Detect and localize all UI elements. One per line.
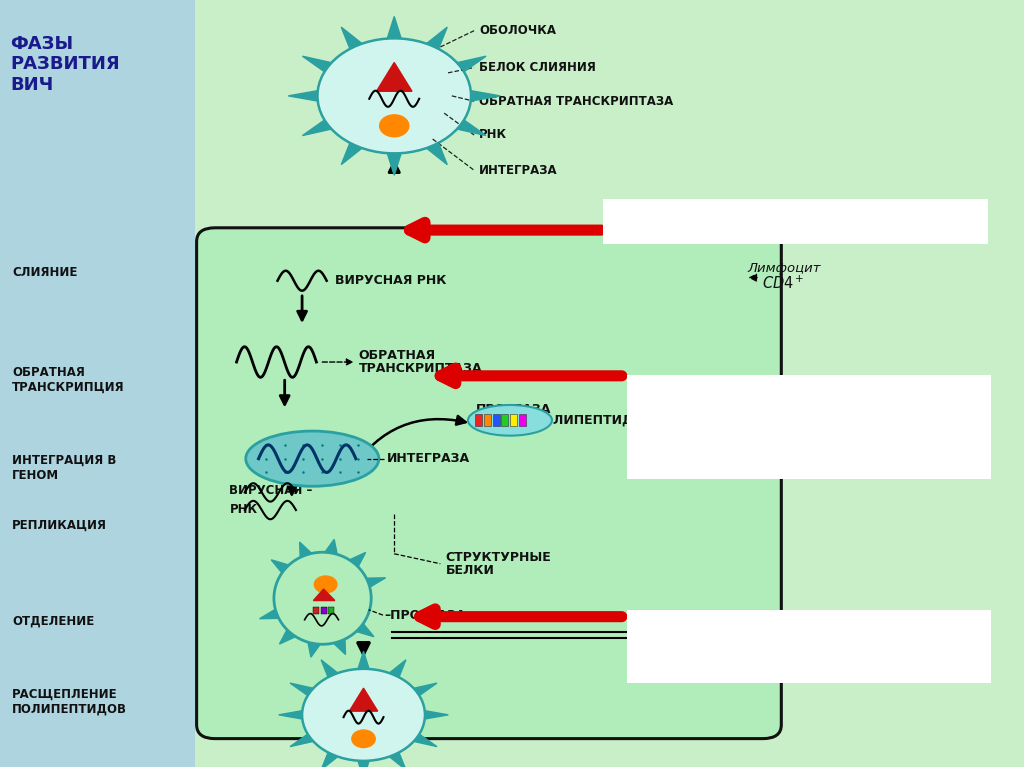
Polygon shape — [322, 660, 338, 677]
Text: РЕПЛИКАЦИЯ: РЕПЛИКАЦИЯ — [12, 519, 108, 532]
Ellipse shape — [246, 431, 379, 486]
Polygon shape — [387, 17, 401, 38]
Circle shape — [352, 730, 375, 748]
Text: ИНГИБИТОРЫ
ПРОТЕАЗЫ: ИНГИБИТОРЫ ПРОТЕАЗЫ — [739, 627, 879, 666]
Text: ИНТЕГРАЗА: ИНТЕГРАЗА — [479, 164, 558, 176]
Polygon shape — [302, 120, 331, 136]
Polygon shape — [471, 91, 500, 101]
Polygon shape — [289, 91, 317, 101]
Text: ВИРУСНАЯ РНК: ВИРУСНАЯ РНК — [335, 275, 446, 287]
Polygon shape — [356, 624, 374, 637]
Circle shape — [314, 576, 337, 593]
Text: ИНГИБИТОРЫ СЛИЯНИЯ: ИНГИБИТОРЫ СЛИЯНИЯ — [675, 212, 919, 231]
Polygon shape — [349, 552, 366, 566]
Text: СЛИЯНИЕ: СЛИЯНИЕ — [12, 266, 78, 278]
Polygon shape — [389, 752, 406, 767]
Polygon shape — [279, 711, 302, 719]
Text: ФАЗЫ
РАЗВИТИЯ
ВИЧ: ФАЗЫ РАЗВИТИЯ ВИЧ — [10, 35, 120, 94]
Text: ПОЛИПЕПТИД: ПОЛИПЕПТИД — [532, 414, 634, 426]
Text: ОТДЕЛЕНИЕ: ОТДЕЛЕНИЕ — [12, 615, 94, 627]
Polygon shape — [427, 143, 447, 165]
Polygon shape — [377, 63, 412, 91]
Ellipse shape — [468, 405, 552, 436]
Polygon shape — [300, 542, 311, 557]
Text: ОБРАТНАЯ ТРАНСКРИПТАЗА: ОБРАТНАЯ ТРАНСКРИПТАЗА — [479, 95, 674, 107]
Polygon shape — [290, 683, 313, 696]
Text: СТРУКТУРНЫЕ: СТРУКТУРНЫЕ — [445, 551, 551, 564]
Text: ИНТЕГРАЦИЯ В
ГЕНОМ: ИНТЕГРАЦИЯ В ГЕНОМ — [12, 454, 117, 482]
Polygon shape — [458, 120, 486, 136]
Polygon shape — [427, 27, 447, 48]
Bar — [328, 607, 334, 614]
Circle shape — [302, 669, 425, 761]
Text: ОБРАТНАЯ
ТРАНСКРИПЦИЯ: ОБРАТНАЯ ТРАНСКРИПЦИЯ — [12, 366, 125, 393]
Polygon shape — [414, 734, 437, 746]
Polygon shape — [325, 539, 337, 554]
Polygon shape — [308, 643, 321, 657]
Text: –ПРОТЕАЗА: –ПРОТЕАЗА — [384, 609, 466, 621]
Circle shape — [317, 38, 471, 153]
Text: РНК: РНК — [229, 503, 257, 515]
Bar — [321, 607, 327, 614]
Polygon shape — [358, 651, 369, 669]
Polygon shape — [414, 683, 437, 696]
Polygon shape — [290, 734, 313, 746]
FancyBboxPatch shape — [627, 375, 991, 479]
Bar — [313, 607, 319, 614]
Polygon shape — [458, 56, 486, 71]
Bar — [484, 414, 492, 426]
Polygon shape — [271, 560, 289, 572]
Polygon shape — [389, 660, 406, 677]
Circle shape — [380, 115, 409, 137]
Text: РНК: РНК — [479, 129, 507, 141]
Text: Лимфоцит: Лимфоцит — [748, 262, 821, 275]
Text: ПРОТЕАЗА: ПРОТЕАЗА — [476, 403, 552, 416]
Polygon shape — [425, 711, 449, 719]
Polygon shape — [387, 153, 401, 176]
Polygon shape — [302, 56, 331, 71]
Polygon shape — [313, 589, 335, 601]
Text: ИНТЕГРАЗА: ИНТЕГРАЗА — [387, 453, 470, 465]
Polygon shape — [358, 761, 369, 767]
Polygon shape — [341, 27, 361, 48]
Polygon shape — [367, 578, 386, 587]
Bar — [519, 414, 526, 426]
Polygon shape — [341, 143, 361, 165]
Polygon shape — [322, 752, 338, 767]
Polygon shape — [334, 640, 345, 654]
FancyBboxPatch shape — [197, 228, 781, 739]
Text: ОБОЛОЧКА: ОБОЛОЧКА — [479, 25, 556, 37]
Text: $CD4^+$: $CD4^+$ — [762, 275, 804, 292]
Bar — [502, 414, 509, 426]
FancyBboxPatch shape — [627, 610, 991, 683]
Text: РАСЩЕПЛЕНИЕ
ПОЛИПЕПТИДОВ: РАСЩЕПЛЕНИЕ ПОЛИПЕПТИДОВ — [12, 688, 127, 716]
Text: БЕЛОК СЛИЯНИЯ: БЕЛОК СЛИЯНИЯ — [479, 61, 596, 74]
Polygon shape — [349, 688, 378, 711]
FancyBboxPatch shape — [603, 199, 988, 244]
Text: ИНГИБИТОРЫ
ОБРАТНОЙ
ТРАНСКРИПТАЗЫ: ИНГИБИТОРЫ ОБРАТНОЙ ТРАНСКРИПТАЗЫ — [720, 397, 898, 457]
Bar — [510, 414, 517, 426]
Polygon shape — [280, 630, 296, 644]
Text: ОБРАТНАЯ: ОБРАТНАЯ — [358, 349, 435, 361]
Text: ТРАНСКРИПТАЗА: ТРАНСКРИПТАЗА — [358, 363, 482, 375]
Polygon shape — [259, 610, 279, 619]
Text: ВИРУСНАЯ –: ВИРУСНАЯ – — [229, 485, 312, 497]
Bar — [0, 0, 195, 767]
Bar — [493, 414, 500, 426]
Text: БЕЛКИ: БЕЛКИ — [445, 565, 495, 577]
Bar — [475, 414, 482, 426]
